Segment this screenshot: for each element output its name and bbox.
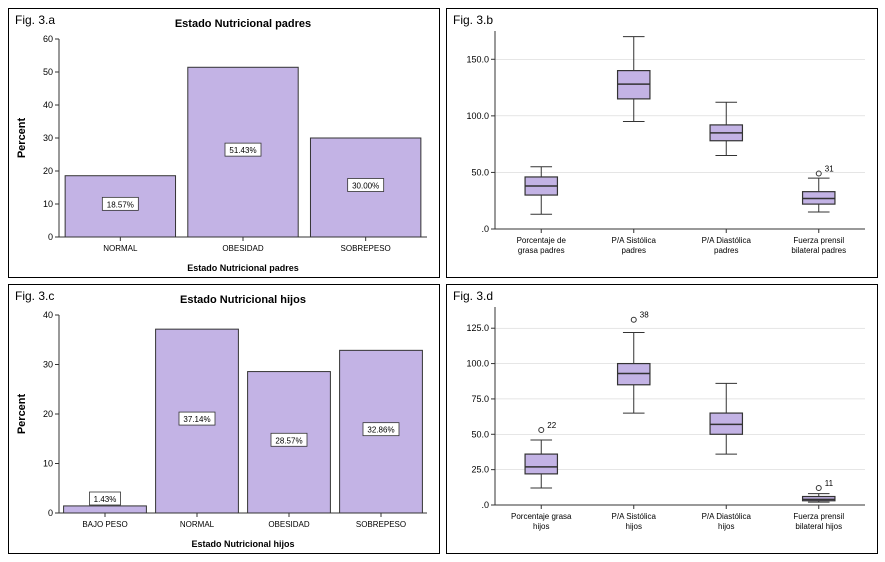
svg-text:28.57%: 28.57% [275,436,302,445]
svg-text:0: 0 [48,232,53,242]
svg-text:30: 30 [43,133,53,143]
svg-text:NORMAL: NORMAL [180,520,215,529]
panel-fig-c: Fig. 3.c 0 10 20 30 40 Estado Nutricional hij… [8,284,440,554]
svg-text:hijos: hijos [533,522,549,531]
svg-text:Fuerza prensil: Fuerza prensil [793,236,844,245]
svg-text:50.0: 50.0 [471,429,489,439]
svg-text:padres: padres [714,246,738,255]
svg-text:Percent: Percent [16,117,28,158]
svg-text:11: 11 [825,479,834,488]
svg-text:125.0: 125.0 [466,323,489,333]
svg-text:150.0: 150.0 [466,54,489,64]
svg-text:10: 10 [43,459,53,469]
svg-text:Percent: Percent [16,393,28,434]
fig-a-chart: 0 10 20 30 40 50 60 Estado Nutricional padres Pe… [9,9,439,277]
svg-text:Estado Nutricional hijos: Estado Nutricional hijos [191,539,294,549]
svg-text:20: 20 [43,166,53,176]
svg-text:0: 0 [48,508,53,518]
svg-text:bilateral hijos: bilateral hijos [795,522,842,531]
svg-text:20: 20 [43,409,53,419]
svg-text:P/A Sistólica: P/A Sistólica [612,236,657,245]
svg-text:grasa padres: grasa padres [518,246,565,255]
svg-text:30.00%: 30.00% [352,182,379,191]
svg-text:P/A Diastólica: P/A Diastólica [702,236,752,245]
svg-text:31: 31 [825,165,834,174]
svg-text:75.0: 75.0 [471,394,489,404]
svg-text:100.0: 100.0 [466,111,489,121]
fig-d-chart: .0 25.0 50.0 75.0 100.0 125.0 22 Porcentaje gra… [447,285,877,553]
svg-text:37.14%: 37.14% [183,415,210,424]
svg-text:OBESIDAD: OBESIDAD [222,244,264,253]
svg-text:.0: .0 [481,224,489,234]
svg-text:bilateral padres: bilateral padres [791,246,846,255]
svg-text:25.0: 25.0 [471,465,489,475]
svg-text:Porcentaje de: Porcentaje de [517,236,567,245]
svg-text:Estado Nutricional padres: Estado Nutricional padres [175,18,311,30]
svg-text:60: 60 [43,34,53,44]
svg-text:Porcentaje grasa: Porcentaje grasa [511,512,572,521]
figure-grid: Fig. 3.a 0 10 20 30 40 50 60 Estado Nutricional… [8,8,877,554]
fig-b-chart: .0 50.0 100.0 150.0 Porcentaje degrasa padre… [447,9,877,277]
svg-text:40: 40 [43,100,53,110]
svg-text:padres: padres [622,246,646,255]
panel-fig-d: Fig. 3.d .0 25.0 50.0 75.0 100.0 125.0 22 Porce… [446,284,878,554]
svg-text:OBESIDAD: OBESIDAD [268,520,310,529]
svg-text:.0: .0 [481,500,489,510]
svg-text:P/A Sistólica: P/A Sistólica [612,512,657,521]
svg-text:NORMAL: NORMAL [103,244,138,253]
svg-text:50: 50 [43,67,53,77]
svg-text:22: 22 [547,421,556,430]
svg-text:10: 10 [43,199,53,209]
svg-text:BAJO PESO: BAJO PESO [82,520,127,529]
svg-text:18.57%: 18.57% [107,200,134,209]
svg-text:100.0: 100.0 [466,359,489,369]
svg-text:hijos: hijos [626,522,642,531]
fig-d-label: Fig. 3.d [453,289,493,303]
panel-fig-a: Fig. 3.a 0 10 20 30 40 50 60 Estado Nutricional… [8,8,440,278]
svg-text:hijos: hijos [718,522,734,531]
svg-text:51.43%: 51.43% [229,146,256,155]
svg-text:38: 38 [640,311,649,320]
svg-text:P/A Diastólica: P/A Diastólica [702,512,752,521]
svg-text:32.86%: 32.86% [367,426,394,435]
svg-text:Estado Nutricional padres: Estado Nutricional padres [187,263,299,273]
svg-text:Estado Nutricional hijos: Estado Nutricional hijos [180,294,306,306]
svg-text:40: 40 [43,310,53,320]
fig-c-label: Fig. 3.c [15,289,54,303]
svg-text:SOBREPESO: SOBREPESO [356,520,406,529]
svg-text:30: 30 [43,360,53,370]
fig-a-label: Fig. 3.a [15,13,55,27]
fig-b-label: Fig. 3.b [453,13,493,27]
svg-text:50.0: 50.0 [471,167,489,177]
svg-text:SOBREPESO: SOBREPESO [341,244,391,253]
svg-text:1.43%: 1.43% [94,495,117,504]
fig-c-chart: 0 10 20 30 40 Estado Nutricional hijos Percent… [9,285,439,553]
svg-text:Fuerza prensil: Fuerza prensil [793,512,844,521]
panel-fig-b: Fig. 3.b .0 50.0 100.0 150.0 Porcentaje degr… [446,8,878,278]
